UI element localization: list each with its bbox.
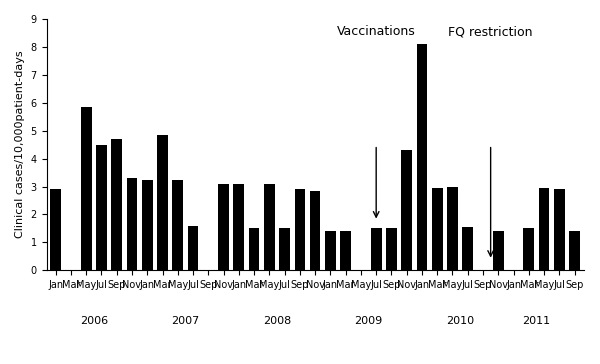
Bar <box>340 231 351 270</box>
Text: 2007: 2007 <box>171 316 200 325</box>
Bar <box>310 191 320 270</box>
Text: 2011: 2011 <box>523 316 550 325</box>
Bar <box>96 145 107 270</box>
Text: 2010: 2010 <box>446 316 474 325</box>
Bar <box>50 189 61 270</box>
Bar <box>172 179 183 270</box>
Bar <box>188 226 199 270</box>
Bar <box>218 184 229 270</box>
Bar <box>157 135 168 270</box>
Bar <box>233 184 244 270</box>
Y-axis label: Clinical cases/10,000patient-days: Clinical cases/10,000patient-days <box>15 51 25 238</box>
Bar <box>325 231 336 270</box>
Bar <box>554 189 565 270</box>
Bar <box>493 231 503 270</box>
Bar <box>371 229 382 270</box>
Bar <box>249 229 259 270</box>
Bar <box>386 229 397 270</box>
Bar <box>295 189 305 270</box>
Bar <box>569 231 580 270</box>
Bar <box>112 139 122 270</box>
Bar <box>279 229 290 270</box>
Bar <box>539 188 550 270</box>
Text: 2009: 2009 <box>355 316 383 325</box>
Text: 2006: 2006 <box>80 316 108 325</box>
Bar <box>432 188 443 270</box>
Bar <box>142 179 152 270</box>
Bar <box>401 150 412 270</box>
Bar <box>127 178 137 270</box>
Bar <box>81 107 92 270</box>
Bar <box>447 187 458 270</box>
Text: FQ restriction: FQ restriction <box>448 25 533 38</box>
Bar <box>463 227 473 270</box>
Text: Vaccinations: Vaccinations <box>337 25 416 38</box>
Bar <box>416 44 427 270</box>
Bar <box>264 184 275 270</box>
Bar <box>523 229 534 270</box>
Text: 2008: 2008 <box>263 316 291 325</box>
